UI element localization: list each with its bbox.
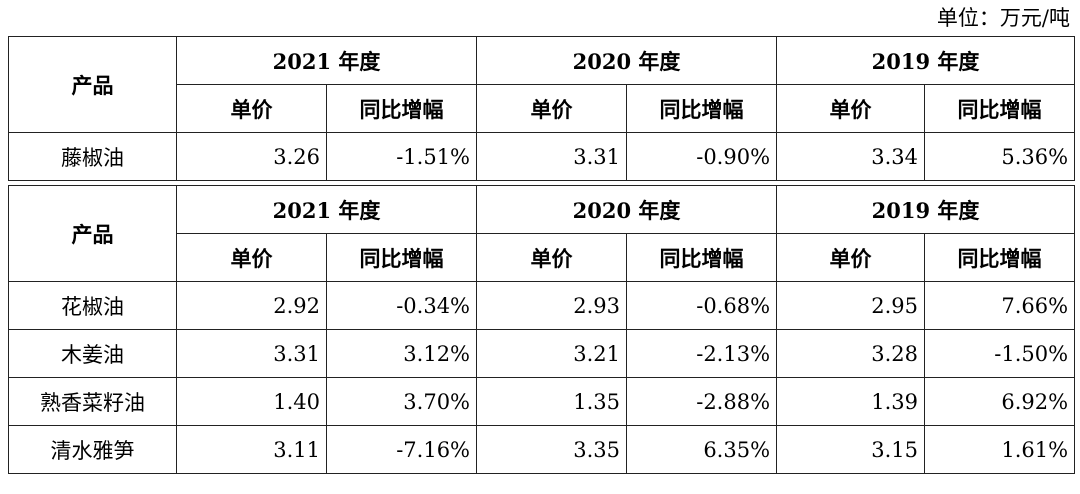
year-header-2019: 2019 年度 <box>776 185 1076 234</box>
yoy-growth-2021: -7.16% <box>325 425 478 474</box>
table-row: 熟香菜籽油 1.40 3.70% 1.35 -2.88% 1.39 6.92% <box>8 377 1076 426</box>
yoy-growth-header: 同比增幅 <box>325 233 478 282</box>
unit-price-2021: 2.92 <box>176 281 327 330</box>
unit-price-2020: 2.93 <box>476 281 628 330</box>
unit-price-header: 单价 <box>476 84 628 133</box>
price-table-1: 产品 2021 年度 2020 年度 2019 年度 单价 同比增幅 单价 同比… <box>8 36 1076 181</box>
product-header: 产品 <box>8 185 177 282</box>
unit-price-header: 单价 <box>776 233 926 282</box>
unit-note: 单位：万元/吨 <box>936 6 1070 30</box>
product-name: 花椒油 <box>8 281 177 330</box>
table-row: 藤椒油 3.26 -1.51% 3.31 -0.90% 3.34 5.36% <box>8 132 1076 181</box>
yoy-growth-2019: 7.66% <box>924 281 1076 330</box>
yoy-growth-2021: 3.12% <box>325 329 478 378</box>
yoy-growth-header: 同比增幅 <box>924 233 1076 282</box>
table-row: 木姜油 3.31 3.12% 3.21 -2.13% 3.28 -1.50% <box>8 329 1076 378</box>
unit-price-2020: 3.21 <box>476 329 628 378</box>
year-header-2021: 2021 年度 <box>175 36 478 85</box>
yoy-growth-2021: -1.51% <box>325 132 478 181</box>
yoy-growth-2020: -2.88% <box>626 377 778 426</box>
yoy-growth-header: 同比增幅 <box>626 233 778 282</box>
yoy-growth-2020: -0.90% <box>626 132 778 181</box>
yoy-growth-header: 同比增幅 <box>325 84 478 133</box>
unit-price-2021: 3.11 <box>176 425 327 474</box>
unit-price-2019: 3.34 <box>776 132 926 181</box>
unit-price-header: 单价 <box>176 233 327 282</box>
yoy-growth-header: 同比增幅 <box>924 84 1076 133</box>
year-header-2020: 2020 年度 <box>476 185 778 234</box>
yoy-growth-2020: -2.13% <box>626 329 778 378</box>
yoy-growth-2020: 6.35% <box>626 425 778 474</box>
unit-price-2020: 3.35 <box>476 425 628 474</box>
unit-price-2020: 3.31 <box>476 132 628 181</box>
product-name: 清水雅笋 <box>8 425 177 474</box>
unit-price-2019: 3.15 <box>776 425 926 474</box>
unit-price-2021: 1.40 <box>176 377 327 426</box>
unit-price-2019: 2.95 <box>776 281 926 330</box>
year-header-2019: 2019 年度 <box>776 36 1076 85</box>
yoy-growth-2020: -0.68% <box>626 281 778 330</box>
product-name: 木姜油 <box>8 329 177 378</box>
unit-price-header: 单价 <box>476 233 628 282</box>
product-header: 产品 <box>8 36 177 133</box>
unit-price-2019: 3.28 <box>776 329 926 378</box>
unit-price-2020: 1.35 <box>476 377 628 426</box>
unit-price-header: 单价 <box>776 84 926 133</box>
table-row: 花椒油 2.92 -0.34% 2.93 -0.68% 2.95 7.66% <box>8 281 1076 330</box>
yoy-growth-2021: 3.70% <box>325 377 478 426</box>
year-header-2021: 2021 年度 <box>175 185 478 234</box>
yoy-growth-2019: 1.61% <box>924 425 1076 474</box>
yoy-growth-2019: 6.92% <box>924 377 1076 426</box>
yoy-growth-2019: 5.36% <box>924 132 1076 181</box>
unit-price-2021: 3.26 <box>176 132 327 181</box>
table-row: 清水雅笋 3.11 -7.16% 3.35 6.35% 3.15 1.61% <box>8 425 1076 474</box>
price-table-2: 产品 2021 年度 2020 年度 2019 年度 单价 同比增幅 单价 同比… <box>8 185 1076 474</box>
product-name: 熟香菜籽油 <box>8 377 177 426</box>
unit-price-2019: 1.39 <box>776 377 926 426</box>
unit-price-header: 单价 <box>176 84 327 133</box>
yoy-growth-header: 同比增幅 <box>626 84 778 133</box>
unit-price-2021: 3.31 <box>176 329 327 378</box>
year-header-2020: 2020 年度 <box>476 36 778 85</box>
product-name: 藤椒油 <box>8 132 177 181</box>
yoy-growth-2019: -1.50% <box>924 329 1076 378</box>
yoy-growth-2021: -0.34% <box>325 281 478 330</box>
